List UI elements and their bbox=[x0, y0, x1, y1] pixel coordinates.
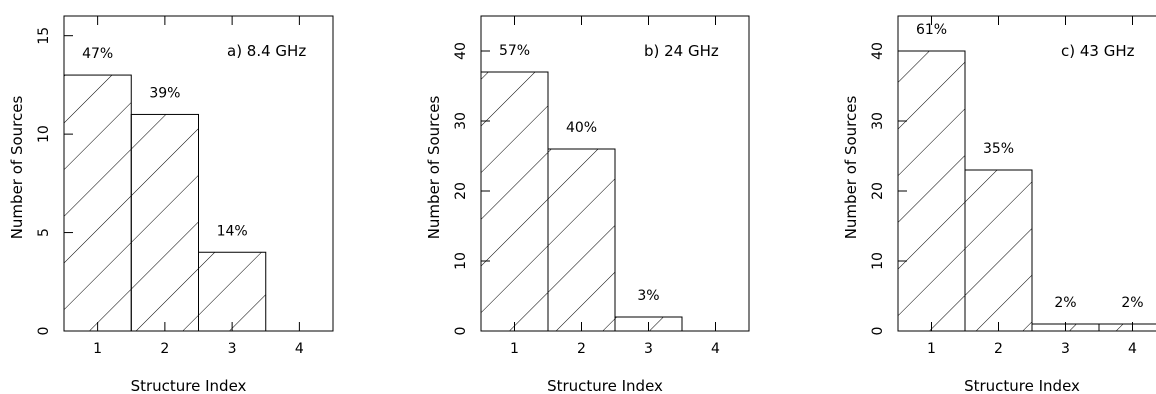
bar-label-3: 3% bbox=[637, 288, 659, 304]
y-tick-label: 15 bbox=[36, 27, 52, 45]
y-axis-title: Number of Sources bbox=[425, 96, 443, 240]
y-tick-label: 40 bbox=[870, 42, 886, 60]
histogram-panel-1: 1 2 3 4 0 5 10 15 Structure Index Number of Sourc… bbox=[8, 15, 334, 394]
bar-1 bbox=[480, 71, 549, 332]
y-tick-label: 40 bbox=[453, 42, 469, 60]
x-tick-label: 1 bbox=[510, 341, 519, 357]
bar-label-1: 57% bbox=[499, 43, 530, 59]
x-axis-title: Structure Index bbox=[964, 377, 1080, 394]
x-axis-title: Structure Index bbox=[131, 377, 247, 394]
bar-2 bbox=[964, 169, 1033, 332]
y-tick-label: 20 bbox=[870, 182, 886, 200]
bar-1 bbox=[897, 50, 966, 332]
x-tick-label: 3 bbox=[1061, 341, 1070, 357]
bar-2 bbox=[547, 148, 616, 332]
plot-frame bbox=[63, 15, 334, 332]
panel-label: c) 43 GHz bbox=[1061, 42, 1135, 60]
x-tick-label: 3 bbox=[644, 341, 653, 357]
y-axis-title: Number of Sources bbox=[8, 96, 26, 240]
panel-label: a) 8.4 GHz bbox=[227, 42, 306, 60]
panel-label: b) 24 GHz bbox=[644, 42, 719, 60]
x-tick-label: 3 bbox=[228, 341, 237, 357]
y-tick-label: 0 bbox=[453, 327, 469, 336]
bar-4 bbox=[1098, 323, 1156, 332]
bar-label-1: 47% bbox=[82, 46, 113, 62]
x-tick-label: 1 bbox=[93, 341, 102, 357]
x-tick-label: 2 bbox=[994, 341, 1003, 357]
x-tick-label: 4 bbox=[295, 341, 304, 357]
y-axis-title: Number of Sources bbox=[842, 96, 860, 240]
y-tick-label: 0 bbox=[870, 327, 886, 336]
y-tick-label: 20 bbox=[453, 182, 469, 200]
bar-label-3: 2% bbox=[1054, 295, 1076, 311]
bar-label-2: 39% bbox=[149, 85, 180, 101]
bar-2 bbox=[130, 113, 199, 332]
plot-frame bbox=[897, 15, 1156, 332]
y-tick-label: 30 bbox=[453, 112, 469, 130]
y-tick-label: 5 bbox=[36, 228, 52, 237]
x-tick-label: 2 bbox=[160, 341, 169, 357]
y-tick-label: 30 bbox=[870, 112, 886, 130]
x-tick-label: 2 bbox=[577, 341, 586, 357]
x-tick-label: 4 bbox=[1128, 341, 1137, 357]
x-tick-label: 4 bbox=[711, 341, 720, 357]
y-tick-label: 10 bbox=[870, 252, 886, 270]
bar-1 bbox=[63, 74, 132, 332]
y-tick-label: 0 bbox=[36, 327, 52, 336]
x-axis-title: Structure Index bbox=[547, 377, 663, 394]
bar-label-4: 2% bbox=[1121, 295, 1143, 311]
x-tick-label: 1 bbox=[927, 341, 936, 357]
plot-frame bbox=[480, 15, 750, 332]
y-tick-label: 10 bbox=[453, 252, 469, 270]
y-tick-label: 10 bbox=[36, 125, 52, 143]
bar-label-3: 14% bbox=[217, 223, 248, 239]
bar-label-2: 35% bbox=[983, 141, 1014, 157]
bar-3 bbox=[198, 251, 267, 332]
bar-label-1: 61% bbox=[916, 22, 947, 38]
bar-label-2: 40% bbox=[566, 120, 597, 136]
